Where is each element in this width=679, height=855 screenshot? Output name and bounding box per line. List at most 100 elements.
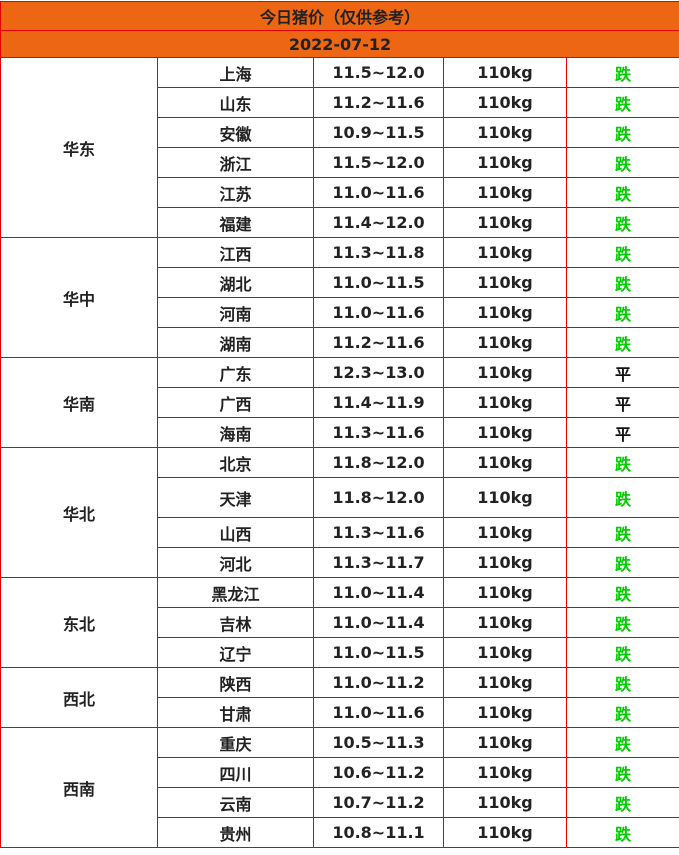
- trend-cell: 跌: [567, 548, 679, 578]
- price-cell: 11.3~11.8: [314, 238, 444, 268]
- region-cell: 西南: [1, 728, 158, 848]
- region-cell: 东北: [1, 578, 158, 668]
- weight-cell: 110kg: [444, 448, 567, 478]
- province-cell: 山东: [158, 88, 314, 118]
- province-cell: 江苏: [158, 178, 314, 208]
- province-cell: 福建: [158, 208, 314, 238]
- price-cell: 11.8~12.0: [314, 478, 444, 518]
- weight-cell: 110kg: [444, 328, 567, 358]
- price-cell: 11.2~11.6: [314, 88, 444, 118]
- weight-cell: 110kg: [444, 208, 567, 238]
- weight-cell: 110kg: [444, 818, 567, 848]
- region-cell: 华中: [1, 238, 158, 358]
- weight-cell: 110kg: [444, 388, 567, 418]
- trend-cell: 平: [567, 418, 679, 448]
- province-cell: 黑龙江: [158, 578, 314, 608]
- trend-cell: 跌: [567, 788, 679, 818]
- weight-cell: 110kg: [444, 238, 567, 268]
- trend-cell: 跌: [567, 328, 679, 358]
- region-cell: 华东: [1, 58, 158, 238]
- trend-cell: 跌: [567, 698, 679, 728]
- province-cell: 吉林: [158, 608, 314, 638]
- trend-cell: 跌: [567, 268, 679, 298]
- price-cell: 11.3~11.7: [314, 548, 444, 578]
- region-cell: 西北: [1, 668, 158, 728]
- province-cell: 广西: [158, 388, 314, 418]
- weight-cell: 110kg: [444, 788, 567, 818]
- region-cell: 华北: [1, 448, 158, 578]
- weight-cell: 110kg: [444, 728, 567, 758]
- province-cell: 江西: [158, 238, 314, 268]
- price-cell: 11.0~11.5: [314, 268, 444, 298]
- price-cell: 11.0~11.2: [314, 668, 444, 698]
- province-cell: 陕西: [158, 668, 314, 698]
- price-cell: 11.0~11.6: [314, 698, 444, 728]
- trend-cell: 跌: [567, 758, 679, 788]
- price-cell: 11.0~11.6: [314, 178, 444, 208]
- weight-cell: 110kg: [444, 358, 567, 388]
- province-cell: 辽宁: [158, 638, 314, 668]
- price-cell: 11.5~12.0: [314, 148, 444, 178]
- province-cell: 河南: [158, 298, 314, 328]
- trend-cell: 跌: [567, 668, 679, 698]
- weight-cell: 110kg: [444, 698, 567, 728]
- trend-cell: 跌: [567, 58, 679, 88]
- weight-cell: 110kg: [444, 478, 567, 518]
- price-cell: 11.5~12.0: [314, 58, 444, 88]
- price-cell: 10.8~11.1: [314, 818, 444, 848]
- trend-cell: 跌: [567, 148, 679, 178]
- weight-cell: 110kg: [444, 118, 567, 148]
- weight-cell: 110kg: [444, 608, 567, 638]
- weight-cell: 110kg: [444, 88, 567, 118]
- province-cell: 天津: [158, 478, 314, 518]
- table-title: 今日猪价（仅供参考）: [1, 2, 679, 31]
- trend-cell: 跌: [567, 578, 679, 608]
- weight-cell: 110kg: [444, 148, 567, 178]
- weight-cell: 110kg: [444, 638, 567, 668]
- trend-cell: 跌: [567, 818, 679, 848]
- province-cell: 北京: [158, 448, 314, 478]
- trend-cell: 跌: [567, 518, 679, 548]
- price-cell: 11.3~11.6: [314, 418, 444, 448]
- weight-cell: 110kg: [444, 578, 567, 608]
- trend-cell: 跌: [567, 728, 679, 758]
- weight-cell: 110kg: [444, 58, 567, 88]
- price-cell: 11.4~11.9: [314, 388, 444, 418]
- trend-cell: 跌: [567, 88, 679, 118]
- price-cell: 11.3~11.6: [314, 518, 444, 548]
- province-cell: 湖北: [158, 268, 314, 298]
- province-cell: 安徽: [158, 118, 314, 148]
- price-cell: 11.2~11.6: [314, 328, 444, 358]
- weight-cell: 110kg: [444, 758, 567, 788]
- trend-cell: 平: [567, 388, 679, 418]
- price-cell: 10.6~11.2: [314, 758, 444, 788]
- price-cell: 11.0~11.4: [314, 578, 444, 608]
- price-cell: 10.5~11.3: [314, 728, 444, 758]
- price-cell: 12.3~13.0: [314, 358, 444, 388]
- region-cell: 华南: [1, 358, 158, 448]
- weight-cell: 110kg: [444, 548, 567, 578]
- price-cell: 10.7~11.2: [314, 788, 444, 818]
- weight-cell: 110kg: [444, 518, 567, 548]
- trend-cell: 跌: [567, 298, 679, 328]
- weight-cell: 110kg: [444, 268, 567, 298]
- province-cell: 山西: [158, 518, 314, 548]
- table-date: 2022-07-12: [1, 31, 679, 58]
- price-cell: 11.8~12.0: [314, 448, 444, 478]
- trend-cell: 跌: [567, 448, 679, 478]
- province-cell: 海南: [158, 418, 314, 448]
- trend-cell: 跌: [567, 638, 679, 668]
- trend-cell: 跌: [567, 118, 679, 148]
- price-cell: 11.4~12.0: [314, 208, 444, 238]
- province-cell: 上海: [158, 58, 314, 88]
- price-cell: 11.0~11.6: [314, 298, 444, 328]
- weight-cell: 110kg: [444, 668, 567, 698]
- weight-cell: 110kg: [444, 298, 567, 328]
